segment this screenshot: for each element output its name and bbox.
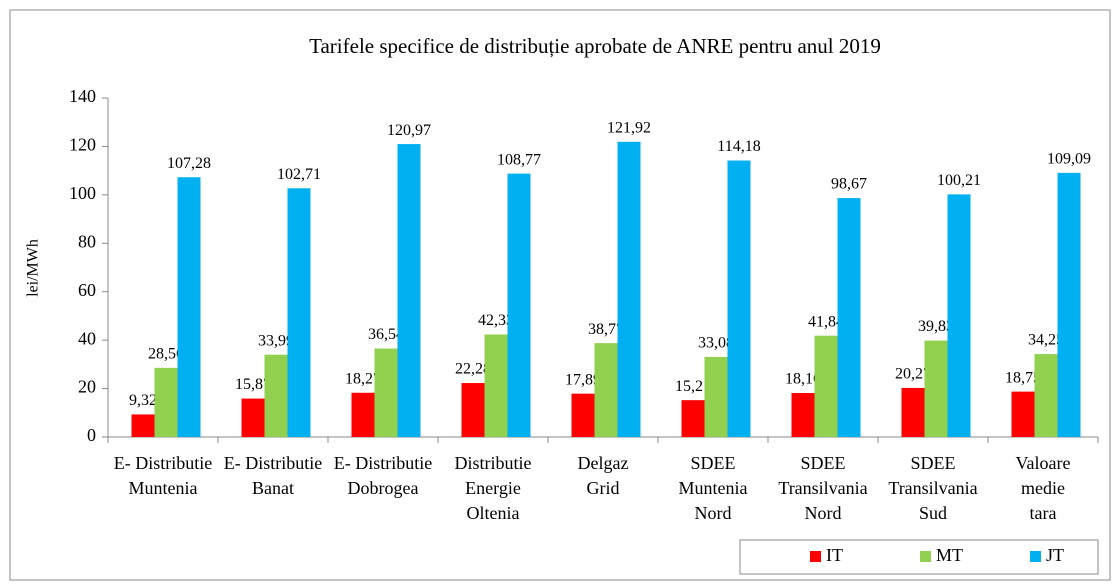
legend-label: MT bbox=[936, 545, 963, 565]
x-tick-label: tara bbox=[1030, 503, 1057, 523]
x-tick-label: SDEE bbox=[801, 453, 846, 473]
data-label: 9,32 bbox=[129, 392, 157, 409]
data-label: 15,21 bbox=[675, 378, 711, 395]
data-label: 34,25 bbox=[1028, 332, 1064, 349]
bar bbox=[397, 144, 421, 438]
data-label: 18,75 bbox=[1005, 369, 1041, 386]
legend-swatch bbox=[920, 551, 931, 562]
bar bbox=[264, 354, 288, 437]
bar bbox=[947, 194, 971, 437]
x-tick-label: Distributie bbox=[455, 453, 532, 473]
bar bbox=[617, 141, 641, 438]
data-label: 41,84 bbox=[808, 313, 844, 330]
bar bbox=[1057, 172, 1081, 437]
data-label: 107,28 bbox=[167, 155, 211, 172]
data-label: 109,09 bbox=[1047, 151, 1091, 168]
data-label: 100,21 bbox=[937, 172, 981, 189]
bar bbox=[374, 348, 398, 437]
data-label: 33,08 bbox=[698, 335, 734, 352]
x-tick-label: Delgaz bbox=[578, 453, 629, 473]
y-tick-label: 140 bbox=[69, 86, 96, 106]
data-label: 42,33 bbox=[478, 312, 514, 329]
x-tick-label: Sud bbox=[919, 503, 947, 523]
bar bbox=[571, 393, 595, 437]
bar bbox=[351, 392, 375, 437]
x-tick-label: Muntenia bbox=[129, 478, 198, 498]
x-tick-label: E- Distributie bbox=[224, 453, 322, 473]
x-tick-label: Transilvania bbox=[888, 478, 977, 498]
chart-title: Tarifele specifice de distribuție aproba… bbox=[309, 34, 881, 58]
bar bbox=[461, 383, 485, 437]
data-label: 36,54 bbox=[368, 326, 404, 343]
x-tick-label: Banat bbox=[252, 478, 294, 498]
bar bbox=[901, 387, 925, 437]
x-tick-label: Dobrogea bbox=[348, 478, 419, 498]
x-tick-label: SDEE bbox=[691, 453, 736, 473]
legend-label: IT bbox=[826, 545, 843, 565]
legend-box bbox=[739, 539, 1099, 575]
data-label: 18,27 bbox=[345, 370, 381, 387]
bar bbox=[814, 335, 838, 437]
bar bbox=[791, 393, 815, 437]
data-label: 20,27 bbox=[895, 366, 931, 383]
data-label: 38,77 bbox=[588, 321, 624, 338]
y-tick-label: 120 bbox=[69, 135, 96, 155]
bar bbox=[594, 343, 618, 437]
x-tick-label: Transilvania bbox=[778, 478, 867, 498]
x-tick-label: Nord bbox=[805, 503, 842, 523]
y-tick-label: 0 bbox=[87, 425, 96, 445]
x-tick-label: Oltenia bbox=[467, 503, 520, 523]
bar bbox=[1011, 391, 1035, 437]
y-axis-label: lei/MWh bbox=[25, 239, 42, 297]
legend-swatch bbox=[810, 551, 821, 562]
x-tick-label: Nord bbox=[695, 503, 732, 523]
y-tick-label: 60 bbox=[78, 280, 96, 300]
bar bbox=[154, 367, 178, 437]
y-tick-label: 80 bbox=[78, 231, 96, 251]
data-label: 108,77 bbox=[497, 151, 541, 168]
data-label: 114,18 bbox=[717, 138, 760, 155]
bar bbox=[704, 356, 728, 437]
bar bbox=[681, 400, 705, 437]
bar bbox=[1034, 354, 1058, 437]
bar bbox=[507, 173, 531, 437]
x-tick-label: SDEE bbox=[911, 453, 956, 473]
data-label: 17,89 bbox=[565, 371, 601, 388]
data-label: 15,87 bbox=[235, 376, 271, 393]
x-tick-label: Muntenia bbox=[679, 478, 748, 498]
x-tick-label: Valoare bbox=[1016, 453, 1071, 473]
data-label: 18,16 bbox=[785, 371, 821, 388]
data-label: 22,28 bbox=[455, 361, 491, 378]
data-label: 28,56 bbox=[148, 346, 184, 363]
bar bbox=[837, 198, 861, 437]
x-tick-label: medie bbox=[1021, 478, 1065, 498]
bar bbox=[484, 334, 508, 437]
bar bbox=[924, 340, 948, 437]
bar bbox=[241, 398, 265, 437]
data-label: 121,92 bbox=[607, 119, 651, 136]
data-label: 102,71 bbox=[277, 166, 321, 183]
y-tick-label: 40 bbox=[78, 328, 96, 348]
data-label: 39,83 bbox=[918, 318, 954, 335]
data-label: 33,99 bbox=[258, 332, 294, 349]
legend-label: JT bbox=[1046, 545, 1064, 565]
x-tick-label: E- Distributie bbox=[114, 453, 212, 473]
bar bbox=[727, 160, 751, 437]
bar bbox=[287, 188, 311, 437]
y-tick-label: 20 bbox=[78, 377, 96, 397]
y-tick-label: 100 bbox=[69, 183, 96, 203]
x-tick-label: Energie bbox=[465, 478, 521, 498]
data-label: 120,97 bbox=[387, 122, 431, 139]
bar bbox=[131, 414, 155, 437]
x-tick-label: E- Distributie bbox=[334, 453, 432, 473]
bar bbox=[177, 177, 201, 438]
legend-swatch bbox=[1030, 551, 1041, 562]
data-label: 98,67 bbox=[831, 176, 867, 193]
x-tick-label: Grid bbox=[587, 478, 620, 498]
